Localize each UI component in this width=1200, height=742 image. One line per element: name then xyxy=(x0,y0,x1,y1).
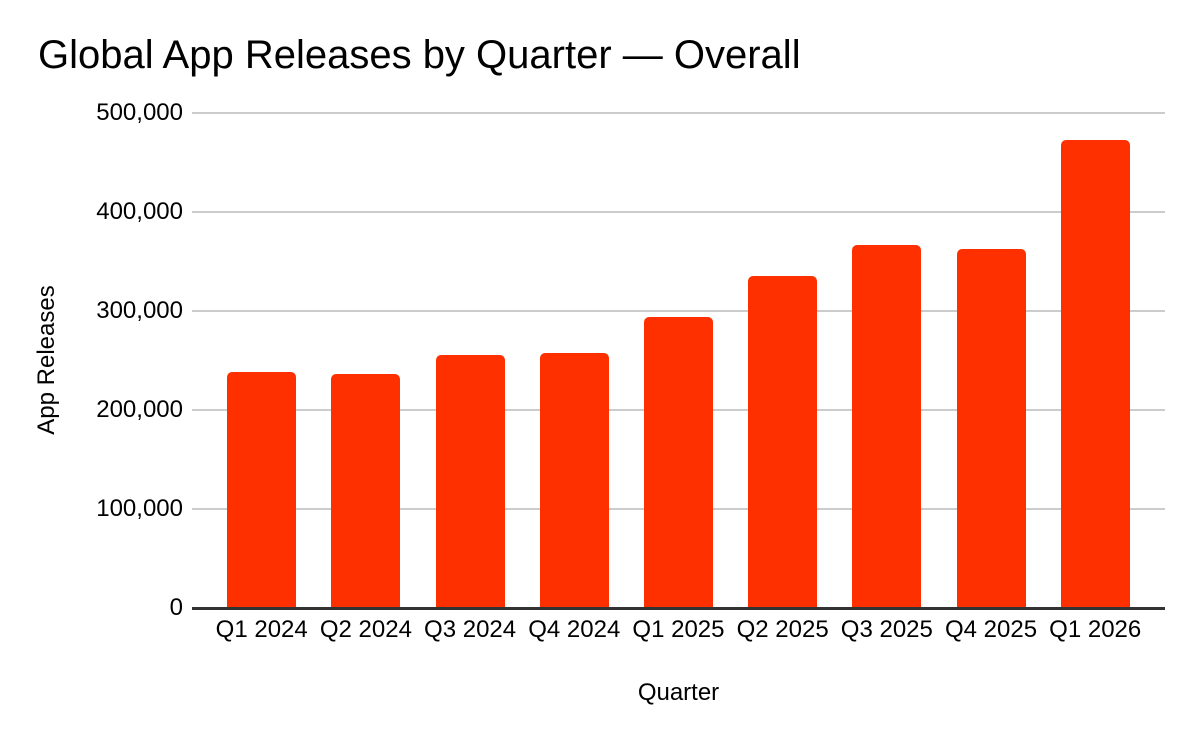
y-tick-label: 200,000 xyxy=(96,396,183,423)
x-tick-slot: Q3 2024 xyxy=(424,616,516,644)
gridline-400,000 xyxy=(192,211,1165,213)
x-axis-title: Quarter xyxy=(637,679,720,706)
y-tick-label: 0 xyxy=(169,594,183,621)
x-axis-line xyxy=(192,607,1165,610)
bar-q3-2025[interactable] xyxy=(852,244,922,608)
x-tick-label: Q1 2025 xyxy=(632,616,725,643)
bar-series xyxy=(192,113,1165,608)
chart-title: Global App Releases by Quarter — Overall xyxy=(38,33,801,77)
bar-q4-2024[interactable] xyxy=(539,352,609,608)
bar-q1-2026[interactable] xyxy=(1060,139,1130,608)
bar-q3-2024[interactable] xyxy=(435,354,505,608)
x-tick-slot: Q2 2024 xyxy=(320,616,412,644)
bar-q1-2024[interactable] xyxy=(227,372,297,608)
y-tick-label: 500,000 xyxy=(96,99,183,126)
x-tick-label: Q3 2024 xyxy=(424,616,517,643)
y-tick-label: 300,000 xyxy=(96,297,183,324)
bar-q2-2025[interactable] xyxy=(748,276,818,608)
x-tick-slot: Q1 2025 xyxy=(632,616,724,644)
bar-q4-2025[interactable] xyxy=(956,248,1026,608)
x-tick-slot: Q1 2026 xyxy=(1049,616,1141,644)
bar-q1-2025[interactable] xyxy=(643,316,713,608)
x-tick-slot: Q4 2024 xyxy=(528,616,620,644)
x-tick-label: Q1 2024 xyxy=(215,616,308,643)
bar-q2-2024[interactable] xyxy=(331,374,401,608)
x-tick-slot: Q1 2024 xyxy=(216,616,308,644)
y-tick-label: 100,000 xyxy=(96,495,183,522)
x-tick-label: Q4 2024 xyxy=(528,616,621,643)
gridline-300,000 xyxy=(192,310,1165,312)
x-tick-label: Q2 2024 xyxy=(319,616,412,643)
x-axis-tick-labels: Q1 2024 Q2 2024 Q3 2024 Q4 2024 Q1 2025 Q2 20… xyxy=(192,616,1165,644)
x-tick-slot: Q4 2025 xyxy=(945,616,1037,644)
x-tick-label: Q3 2025 xyxy=(840,616,933,643)
y-axis-tick-labels: 0 100,000 200,000 300,000 400,000 500,000 xyxy=(0,99,183,621)
plot-area xyxy=(192,112,1165,610)
y-tick-label: 400,000 xyxy=(96,198,183,225)
x-tick-label: Q4 2025 xyxy=(944,616,1038,643)
y-axis-title: App Releases xyxy=(33,285,60,435)
gridline-500,000 xyxy=(192,112,1165,114)
x-tick-slot: Q3 2025 xyxy=(841,616,933,644)
x-tick-label: Q1 2026 xyxy=(1049,616,1142,643)
x-tick-label: Q2 2025 xyxy=(736,616,829,643)
x-tick-slot: Q2 2025 xyxy=(737,616,829,644)
